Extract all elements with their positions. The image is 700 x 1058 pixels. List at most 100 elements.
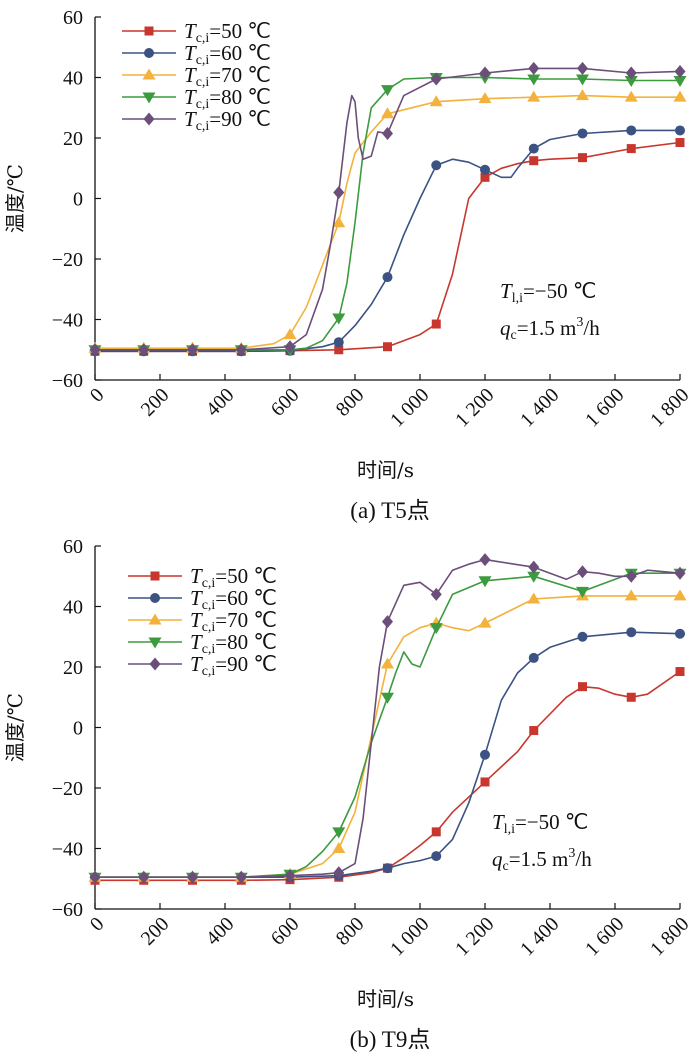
- data-point-marker: [578, 153, 587, 163]
- data-point-marker: [479, 66, 491, 80]
- data-point-marker: [529, 726, 539, 736]
- data-point-marker: [528, 560, 540, 574]
- data-point-marker: [334, 345, 344, 355]
- legend-item: Tc,i=70 ℃: [128, 608, 277, 635]
- y-tick-label: 0: [73, 718, 83, 740]
- x-tick-label: 1 400: [516, 913, 563, 960]
- y-tick-label: 20: [63, 657, 83, 679]
- flow-rate-annotation: qc=1.5 m3/h: [500, 315, 600, 343]
- data-point-marker: [381, 85, 394, 97]
- inlet-temperature-annotation: Tl,i=−50 ℃: [492, 810, 589, 837]
- legend-item: Tc,i=70 ℃: [122, 63, 271, 90]
- legend-label: Tc,i=60 ℃: [190, 586, 277, 613]
- data-point-marker: [382, 272, 393, 283]
- data-point-marker: [674, 64, 686, 78]
- series-5: [89, 553, 686, 884]
- legend-label: Tc,i=50 ℃: [184, 19, 271, 46]
- data-point-marker: [429, 623, 443, 635]
- data-point-marker: [625, 569, 637, 583]
- data-point-marker: [625, 66, 637, 80]
- data-point-marker: [383, 342, 392, 352]
- data-point-marker: [479, 553, 491, 567]
- data-point-marker: [235, 870, 247, 884]
- data-point-marker: [332, 216, 346, 228]
- legend-marker: [149, 657, 161, 671]
- data-point-marker: [430, 587, 442, 601]
- flow-rate-annotation: qc=1.5 m3/h: [492, 846, 592, 874]
- data-point-marker: [284, 869, 296, 883]
- data-point-marker: [480, 749, 490, 760]
- y-tick-label: −60: [52, 899, 83, 921]
- data-point-marker: [187, 870, 198, 884]
- series-line: [95, 76, 680, 351]
- x-tick-label: 1 600: [581, 384, 628, 431]
- data-point-marker: [480, 172, 490, 182]
- data-point-marker: [675, 138, 685, 148]
- series-line: [95, 94, 680, 350]
- x-tick-label: 800: [332, 384, 369, 421]
- x-tick-label: 1 000: [386, 913, 433, 960]
- y-tick-label: 60: [63, 536, 83, 558]
- data-point-marker: [527, 592, 541, 604]
- data-point-marker: [478, 576, 492, 588]
- data-point-marker: [674, 566, 686, 580]
- data-point-marker: [577, 565, 588, 579]
- data-point-marker: [89, 343, 101, 357]
- data-point-marker: [577, 631, 588, 642]
- y-axis-label: 温度/℃: [3, 693, 27, 762]
- series-line: [95, 67, 681, 351]
- legend-marker: [150, 571, 160, 581]
- data-point-marker: [187, 343, 198, 357]
- legend-marker: [143, 112, 155, 126]
- panel-caption: (b) T9点: [350, 1027, 431, 1052]
- x-tick-label: 400: [202, 384, 239, 421]
- data-point-marker: [578, 682, 587, 692]
- series-line: [95, 595, 680, 879]
- data-point-marker: [235, 343, 247, 357]
- data-point-marker: [529, 156, 539, 166]
- data-point-marker: [431, 851, 442, 862]
- data-point-marker: [673, 76, 687, 88]
- data-point-marker: [333, 866, 345, 880]
- data-point-marker: [527, 74, 541, 86]
- y-tick-label: −40: [52, 310, 83, 332]
- legend-item: Tc,i=90 ℃: [128, 652, 277, 679]
- legend-marker: [150, 593, 160, 603]
- data-point-marker: [430, 72, 442, 86]
- data-point-marker: [381, 692, 394, 704]
- x-tick-label: 1 600: [581, 913, 628, 960]
- x-tick-label: 400: [202, 913, 239, 950]
- legend-marker: [142, 92, 156, 104]
- data-point-marker: [429, 95, 443, 107]
- data-point-marker: [624, 76, 638, 88]
- data-point-marker: [89, 870, 101, 884]
- data-point-marker: [138, 870, 150, 884]
- legend-marker: [144, 26, 154, 36]
- legend-label: Tc,i=60 ℃: [184, 41, 271, 68]
- y-tick-label: −20: [52, 249, 83, 271]
- series-line: [95, 670, 681, 882]
- x-tick-label: 600: [267, 384, 304, 421]
- legend-marker: [148, 637, 162, 649]
- legend-marker: [148, 613, 162, 625]
- data-point-marker: [478, 92, 492, 104]
- data-point-marker: [431, 160, 442, 171]
- x-axis-label: 时间/s: [357, 987, 414, 1011]
- legend-item: Tc,i=50 ℃: [122, 19, 271, 46]
- data-point-marker: [675, 628, 685, 639]
- data-point-marker: [528, 61, 540, 75]
- data-point-marker: [577, 61, 588, 75]
- y-tick-label: 0: [73, 189, 83, 211]
- legend-item: Tc,i=60 ℃: [128, 586, 277, 613]
- legend-item: Tc,i=60 ℃: [122, 41, 271, 68]
- data-point-marker: [332, 842, 346, 853]
- x-tick-label: 600: [267, 913, 304, 950]
- legend-marker: [142, 68, 156, 80]
- y-tick-label: 20: [63, 128, 83, 150]
- x-tick-label: 0: [86, 384, 109, 407]
- legend-item: Tc,i=50 ℃: [128, 564, 277, 591]
- data-point-marker: [382, 126, 393, 140]
- x-tick-label: 0: [86, 913, 109, 936]
- data-point-marker: [626, 125, 637, 136]
